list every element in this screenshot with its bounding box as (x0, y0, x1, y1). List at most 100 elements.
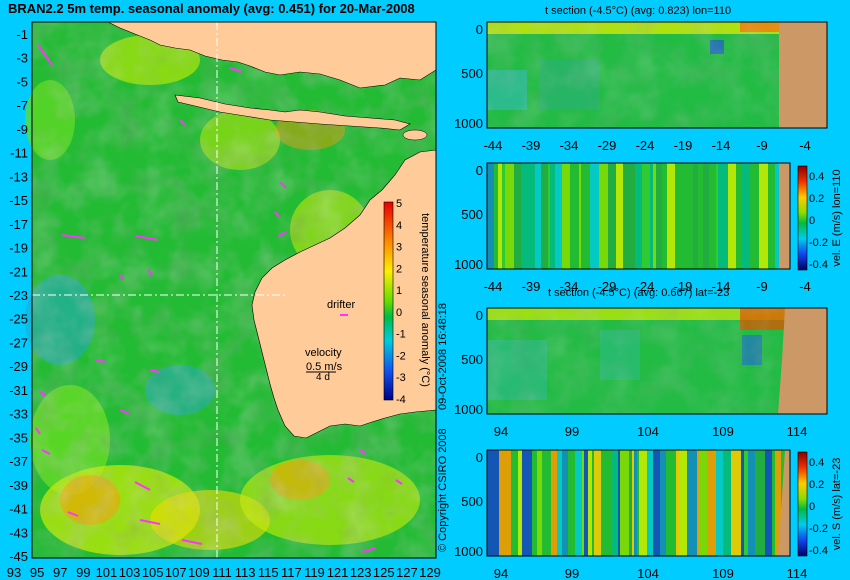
temp-colorbar-tick: 5 (396, 198, 402, 210)
panel-y-tick-label: 0 (476, 22, 483, 37)
panel-x-tick-label: -9 (756, 279, 768, 294)
panel-x-tick-label: -24 (636, 138, 655, 153)
map-y-tick-label: -23 (9, 288, 28, 303)
velocity-stripe (675, 163, 685, 269)
map-y-tick-label: -31 (9, 383, 28, 398)
map-x-tick-label: 109 (188, 565, 210, 580)
velocity-stripe (584, 450, 588, 556)
panel4-plot (487, 450, 790, 556)
map-y-tick-label: -9 (16, 122, 28, 137)
velocity-stripe (570, 163, 579, 269)
velocity-stripe (716, 163, 718, 269)
panel-x-tick-label: 109 (712, 424, 734, 439)
panel4-y-ticks: 05001000 (454, 450, 483, 559)
temp-colorbar-label: temperature seasonal anomaly (°C) (419, 213, 431, 387)
velocity-stripe (515, 450, 518, 556)
velocity-stripe (647, 450, 653, 556)
panel-x-tick-label: -19 (674, 138, 693, 153)
velocity-stripe (731, 450, 741, 556)
panel-x-tick-label: -39 (522, 279, 541, 294)
velocity-stripe (514, 163, 521, 269)
vel-s-colorbar-label: vel. S (m/s) lat=-23 (831, 458, 843, 551)
panel2-y-ticks: 05001000 (454, 163, 483, 272)
velocity-stripe (541, 163, 545, 269)
velocity-stripe (679, 450, 687, 556)
panel-x-tick-label: 94 (494, 566, 508, 580)
map-y-tick-label: -17 (9, 217, 28, 232)
map-x-tick-label: 121 (327, 565, 349, 580)
velocity-stripe (666, 450, 676, 556)
map-y-tick-label: -7 (16, 98, 28, 113)
temp-colorbar-tick: -4 (396, 394, 406, 406)
panel-y-tick-label: 1000 (454, 116, 483, 131)
velocity-stripe (639, 450, 647, 556)
velocity-stripe (522, 450, 532, 556)
map-y-tick-label: -3 (16, 51, 28, 66)
map-x-tick-label: 105 (142, 565, 164, 580)
map-x-tick-label: 101 (96, 565, 118, 580)
timestamp-text: 09-Oct-2008 16:48:18 (437, 303, 449, 410)
map-x-tick-label: 95 (30, 565, 44, 580)
velocity-stripe (736, 163, 742, 269)
panel-x-tick-label: 109 (712, 566, 734, 580)
velocity-stripe (709, 163, 716, 269)
velocity-stripe (635, 163, 642, 269)
panel-x-tick-label: -44 (484, 279, 503, 294)
velocity-stripe (575, 450, 582, 556)
velocity-stripe (687, 450, 697, 556)
velocity-stripe (685, 163, 693, 269)
velocity-stripe (498, 163, 502, 269)
vel-s-colorbar: 0.40.20-0.2-0.4 vel. S (m/s) lat=-23 (798, 452, 843, 557)
panel4-x-ticks: 94 99 104 109 114 (494, 566, 808, 580)
temp-colorbar-bar (384, 202, 393, 400)
copyright-text: © Copyright CSIRO 2008 (437, 428, 449, 552)
map-y-tick-label: -35 (9, 430, 28, 445)
velocity-stripe (728, 163, 736, 269)
panel4-stripes (487, 450, 785, 556)
velocity-stripe (537, 450, 542, 556)
map-panel: drifter velocity 0.5 m/s 4 d (25, 22, 436, 558)
panel3-land (778, 308, 827, 414)
drifter-label: drifter (327, 299, 355, 311)
velocity-stripe (521, 163, 531, 269)
velocity-stripe (531, 163, 535, 269)
map-y-tick-label: -41 (9, 502, 28, 517)
panel-y-tick-label: 500 (461, 352, 483, 367)
map-x-tick-label: 127 (396, 565, 418, 580)
velocity-stripe (699, 450, 707, 556)
map-x-tick-label: 99 (76, 565, 90, 580)
velocity-stripe (632, 450, 634, 556)
panel3-x-ticks: 94 99 104 109 114 (494, 424, 808, 439)
panel-x-tick-label: -14 (712, 138, 731, 153)
velocity-stripe (618, 450, 620, 556)
map-y-tick-label: -1 (16, 27, 28, 42)
panel-x-tick-label: -4 (799, 279, 811, 294)
vel-colorbar-tick: -0.2 (809, 237, 828, 249)
velocity-stripe (568, 450, 575, 556)
vel-colorbar-tick: 0 (809, 215, 815, 227)
map-x-tick-label: 97 (53, 565, 67, 580)
velocity-stripe (637, 450, 639, 556)
velocity-stripe (623, 163, 627, 269)
map-x-tick-label: 111 (212, 565, 232, 580)
map-y-tick-label: -5 (16, 74, 28, 89)
panel-y-tick-label: 500 (461, 66, 483, 81)
panel3-y-ticks: 05001000 (454, 308, 483, 417)
map-y-ticks: -1 -3 -5 -7 -9 -11 -13 -15 -17 -19 -21 -23 -25 -27 -29… (9, 27, 28, 564)
velocity-stripe (551, 450, 557, 556)
map-title: BRAN2.2 5m temp. seasonal anomaly (avg: … (8, 1, 415, 16)
map-y-tick-label: -43 (9, 525, 28, 540)
velocity-stripe (532, 450, 537, 556)
velocity-stripe (487, 163, 494, 269)
velocity-stripe (511, 450, 515, 556)
velocity-stripe (542, 450, 551, 556)
velocity-label: velocity (305, 347, 342, 359)
velocity-stripe (535, 163, 541, 269)
panel-y-tick-label: 1000 (454, 544, 483, 559)
land-timor (403, 130, 427, 140)
velocity-stripe (555, 163, 562, 269)
map-x-tick-label: 115 (258, 565, 279, 580)
velocity-stripe (755, 450, 765, 556)
velocity-stripe (487, 450, 492, 556)
map-x-tick-label: 117 (281, 565, 302, 580)
